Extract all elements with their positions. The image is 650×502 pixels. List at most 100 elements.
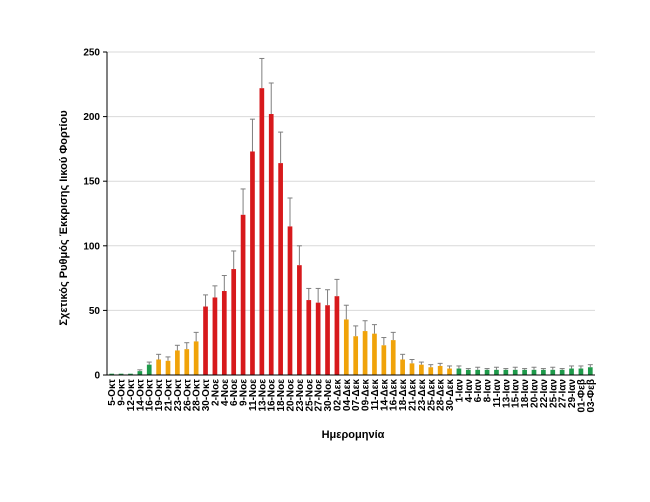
bar <box>503 369 509 375</box>
error-bars <box>137 57 593 372</box>
bar <box>522 369 527 375</box>
bar <box>278 163 283 375</box>
bar <box>362 331 368 375</box>
x-tick-label: 15-Ιαν <box>511 379 522 408</box>
x-tick-label: 25-Δεκ <box>426 379 437 411</box>
bar <box>175 350 180 375</box>
x-tick-label: 9-Οκτ <box>117 378 128 405</box>
bar <box>315 302 321 375</box>
x-tick-label: 20-Νοε <box>286 379 297 412</box>
bar <box>559 369 565 375</box>
bar <box>512 369 518 375</box>
x-axis-title: Ημερομηνία <box>322 429 385 441</box>
x-tick-label: 18-Ιαν <box>520 379 531 408</box>
x-tick-label: 12-Οκτ <box>126 378 137 411</box>
bar <box>578 368 584 375</box>
bar <box>456 368 462 375</box>
x-tick-label: 30-Οκτ <box>201 378 212 411</box>
bar <box>306 300 312 375</box>
x-tick-labels: 5-Οκτ9-Οκτ12-Οκτ14-Οκτ16-Οκτ19-Οκτ21-Οκτ… <box>107 378 597 412</box>
bar <box>146 364 152 375</box>
x-tick-label: 4-Ιαν <box>464 379 475 403</box>
x-tick-label: 16-Νοε <box>267 379 278 412</box>
bar <box>550 369 556 375</box>
bar <box>569 368 574 375</box>
y-tick-label: 50 <box>89 306 101 317</box>
x-tick-label: 11-Ιαν <box>492 379 503 408</box>
bar <box>221 291 227 375</box>
x-tick-label: 13-Ιαν <box>501 379 512 408</box>
bar <box>447 368 452 375</box>
bar <box>400 359 405 375</box>
x-tick-label: 18-Δεκ <box>398 379 409 411</box>
x-tick-label: 2-Νοε <box>210 379 221 406</box>
bars <box>109 88 593 376</box>
x-tick-label: 04-Δεκ <box>342 379 353 411</box>
bar <box>137 371 143 375</box>
bar <box>419 364 424 375</box>
bar <box>325 305 330 375</box>
x-tick-label: 6-Ιαν <box>473 379 484 403</box>
bar <box>437 365 443 375</box>
y-tick-labels: 0 50 100 150 200 250 <box>83 48 107 382</box>
x-tick-label: 27-Ιαν <box>558 379 569 408</box>
bar <box>193 341 199 375</box>
x-tick-label: 28-Οκτ <box>192 378 203 411</box>
bar <box>231 269 237 375</box>
x-tick-label: 02-Δεκ <box>332 379 343 411</box>
x-tick-label: 01-Φεβ <box>576 379 587 413</box>
x-tick-label: 07-Δεκ <box>351 379 362 411</box>
x-tick-label: 20-Ιαν <box>530 379 541 408</box>
x-tick-label: 16-Δεκ <box>389 379 400 411</box>
bar <box>212 297 218 375</box>
bar <box>475 369 481 375</box>
x-tick-label: 29-Ιαν <box>567 379 578 408</box>
bar <box>165 360 171 375</box>
bar <box>156 359 161 375</box>
bar <box>381 345 387 375</box>
x-tick-label: 25-Ιαν <box>548 379 559 408</box>
x-tick-label: 28-Δεκ <box>436 379 447 411</box>
x-tick-label: 11-Νοε <box>248 379 259 411</box>
x-tick-label: 19-Οκτ <box>154 378 165 411</box>
x-tick-label: 18-Νοε <box>276 379 287 412</box>
y-axis-title: Σχετικός Ρυθμός Έκκρισης Ιικού Φορτίου <box>58 110 70 325</box>
bar <box>531 369 537 375</box>
bar <box>372 333 377 375</box>
bar <box>587 367 593 375</box>
bar <box>240 214 246 375</box>
x-tick-label: 16-Οκτ <box>145 378 156 411</box>
bar <box>287 226 293 375</box>
x-tick-label: 23-Δεκ <box>417 379 428 411</box>
gridlines <box>107 51 595 311</box>
x-tick-label: 21-Δεκ <box>408 379 419 411</box>
x-tick-label: 23-Οκτ <box>173 378 184 411</box>
bar <box>343 319 349 375</box>
x-tick-label: 23-Νοε <box>295 379 306 412</box>
bar <box>268 114 274 376</box>
x-tick-label: 22-Ιαν <box>539 379 550 408</box>
bar <box>250 151 255 375</box>
x-tick-label: 13-Νοε <box>257 379 268 412</box>
x-tick-label: 03-Φεβ <box>586 379 597 413</box>
bar <box>390 340 396 375</box>
bar <box>184 349 190 375</box>
y-tick-label: 150 <box>83 177 100 188</box>
x-tick-label: 09-Δεκ <box>361 379 372 411</box>
x-tick-label: 8-Ιαν <box>483 379 494 403</box>
bar <box>465 369 471 375</box>
bar <box>541 369 546 375</box>
x-tick-label: 11-Δεκ <box>370 379 381 411</box>
bar <box>428 367 434 375</box>
bar <box>409 363 415 375</box>
x-tick-label: 1-Ιαν <box>454 379 465 403</box>
x-tick-label: 30-Δεκ <box>445 379 456 411</box>
x-tick-label: 14-Οκτ <box>135 378 146 411</box>
x-tick-label: 9-Νοε <box>239 379 250 406</box>
x-tick-label: 27-Νοε <box>314 379 325 412</box>
y-tick-label: 0 <box>94 371 100 382</box>
y-tick-label: 250 <box>83 48 100 59</box>
x-tick-label: 30-Νοε <box>323 379 334 412</box>
x-tick-label: 5-Οκτ <box>107 378 118 405</box>
